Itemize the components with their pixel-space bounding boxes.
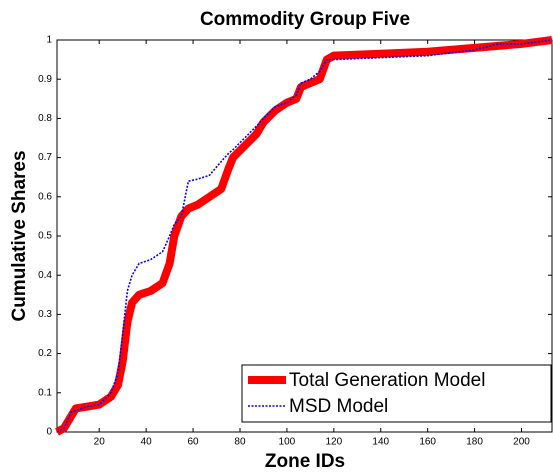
y-tick-label: 0.6 (38, 191, 52, 202)
x-tick-label: 80 (234, 437, 246, 448)
y-tick-label: 0.7 (38, 152, 52, 163)
x-tick-label: 40 (141, 437, 153, 448)
legend-box (241, 364, 552, 423)
x-tick-label: 200 (513, 437, 530, 448)
chart-title: Commodity Group Five (200, 9, 410, 30)
series-line (56, 39, 553, 433)
x-tick-label: 140 (372, 437, 389, 448)
y-tick-label: 0.5 (38, 231, 52, 242)
legend-label: Total Generation Model (289, 370, 485, 391)
x-tick-label: 160 (419, 437, 436, 448)
y-axis-label: Cumulative Shares (9, 150, 30, 321)
x-tick-label: 60 (188, 437, 200, 448)
legend-label: MSD Model (289, 396, 388, 417)
y-tick-label: 0.1 (38, 387, 52, 398)
y-tick-label: 0 (46, 427, 52, 438)
y-tick-label: 1 (46, 35, 52, 46)
x-tick-label: 180 (466, 437, 483, 448)
y-tick-label: 0.2 (38, 348, 52, 359)
y-tick-label: 0.9 (38, 74, 52, 85)
x-axis-label: Zone IDs (265, 451, 345, 472)
x-tick-label: 120 (325, 437, 342, 448)
y-tick-label: 0.8 (38, 113, 52, 124)
y-tick-label: 0.4 (38, 270, 52, 281)
y-tick-label: 0.3 (38, 309, 52, 320)
x-tick-label: 100 (279, 437, 296, 448)
x-tick-label: 20 (94, 437, 106, 448)
series-line (55, 36, 553, 436)
